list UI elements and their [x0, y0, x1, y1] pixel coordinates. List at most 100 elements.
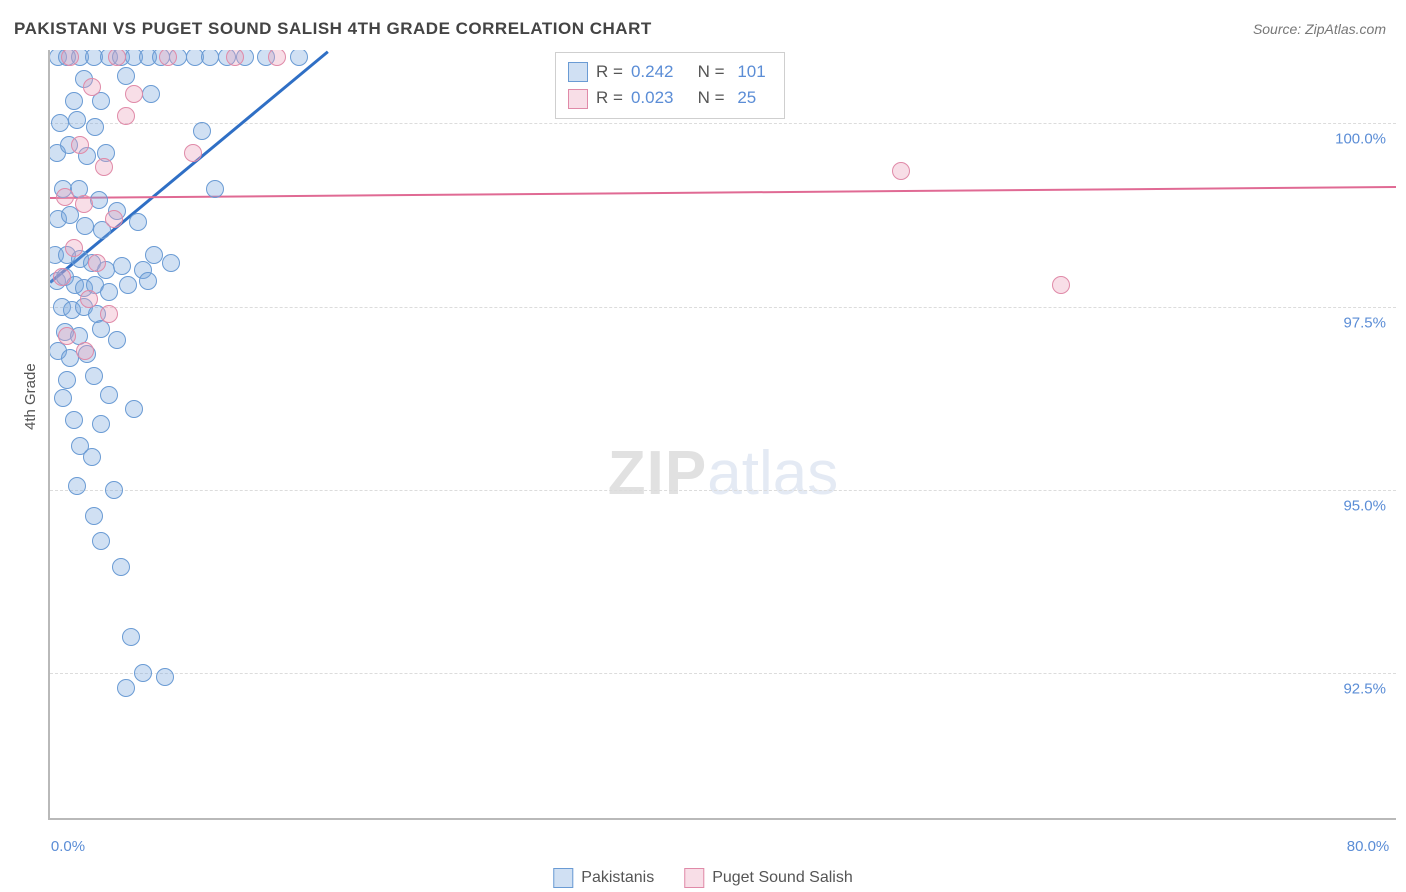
- data-point: [51, 114, 69, 132]
- data-point: [58, 327, 76, 345]
- chart-header: PAKISTANI VS PUGET SOUND SALISH 4TH GRAD…: [0, 0, 1406, 46]
- chart-title: PAKISTANI VS PUGET SOUND SALISH 4TH GRAD…: [14, 19, 652, 39]
- data-point: [71, 136, 89, 154]
- n-label: N =: [693, 85, 725, 111]
- legend-swatch: [553, 868, 573, 888]
- plot-container: ZIPatlas 92.5% 95.0% 97.5% 100.0% R = 0.242 N…: [48, 50, 1396, 820]
- r-label: R =: [596, 59, 623, 85]
- data-point: [95, 158, 113, 176]
- x-tick: [1061, 818, 1063, 820]
- data-point: [113, 257, 131, 275]
- data-point: [90, 191, 108, 209]
- data-point: [68, 477, 86, 495]
- gridline-h: [50, 673, 1396, 674]
- data-point: [65, 239, 83, 257]
- watermark-atlas: atlas: [707, 439, 838, 508]
- data-point: [201, 50, 219, 66]
- data-point: [83, 448, 101, 466]
- data-point: [142, 85, 160, 103]
- x-tick: [387, 818, 389, 820]
- x-tick: [556, 818, 558, 820]
- bottom-legend-item: Pakistanis: [553, 868, 654, 888]
- data-point: [1052, 276, 1070, 294]
- data-point: [162, 254, 180, 272]
- data-point: [125, 85, 143, 103]
- watermark-zip: ZIP: [608, 439, 707, 508]
- y-tick-label: 95.0%: [1343, 498, 1386, 515]
- stats-legend-row: R = 0.023 N = 25: [568, 85, 766, 111]
- data-point: [58, 371, 76, 389]
- gridline-h: [50, 307, 1396, 308]
- data-point: [105, 210, 123, 228]
- data-point: [206, 180, 224, 198]
- data-point: [54, 389, 72, 407]
- data-point: [75, 195, 93, 213]
- y-tick-label: 97.5%: [1343, 314, 1386, 331]
- stats-legend-row: R =0.242 N = 101: [568, 59, 766, 85]
- data-point: [83, 78, 101, 96]
- y-tick-label: 92.5%: [1343, 681, 1386, 698]
- data-point: [122, 628, 140, 646]
- data-point: [76, 217, 94, 235]
- data-point: [129, 213, 147, 231]
- data-point: [85, 367, 103, 385]
- data-point: [68, 111, 86, 129]
- data-point: [145, 246, 163, 264]
- data-point: [290, 50, 308, 66]
- r-label: R =: [596, 85, 623, 111]
- n-value: 101: [733, 59, 766, 85]
- data-point: [100, 283, 118, 301]
- bottom-legend-item: Puget Sound Salish: [684, 868, 853, 888]
- data-point: [92, 532, 110, 550]
- data-point: [86, 118, 104, 136]
- r-value: 0.023: [631, 85, 685, 111]
- data-point: [76, 342, 94, 360]
- bottom-legend: Pakistanis Puget Sound Salish: [553, 868, 852, 888]
- r-value: 0.242: [631, 59, 685, 85]
- n-value: 25: [733, 85, 757, 111]
- trendline: [50, 186, 1396, 199]
- data-point: [65, 92, 83, 110]
- gridline-h: [50, 123, 1396, 124]
- data-point: [100, 386, 118, 404]
- data-point: [156, 668, 174, 686]
- y-axis-title: 4th Grade: [22, 363, 39, 430]
- data-point: [117, 679, 135, 697]
- stats-legend: R = 0.242 N = 101R = 0.023 N = 25: [555, 52, 785, 119]
- plot-area: ZIPatlas 92.5% 95.0% 97.5% 100.0% R = 0.242 N…: [48, 50, 1396, 820]
- data-point: [108, 331, 126, 349]
- data-point: [65, 411, 83, 429]
- data-point: [85, 507, 103, 525]
- data-point: [117, 67, 135, 85]
- data-point: [117, 107, 135, 125]
- data-point: [80, 290, 98, 308]
- data-point: [92, 415, 110, 433]
- legend-swatch: [568, 62, 588, 82]
- gridline-h: [50, 490, 1396, 491]
- data-point: [105, 481, 123, 499]
- x-tick: [219, 818, 221, 820]
- data-point: [193, 122, 211, 140]
- y-tick-label: 100.0%: [1335, 131, 1386, 148]
- data-point: [134, 664, 152, 682]
- x-tick: [1230, 818, 1232, 820]
- legend-swatch: [568, 89, 588, 109]
- x-tick-label: 80.0%: [1347, 838, 1390, 855]
- legend-label: Pakistanis: [581, 869, 654, 887]
- data-point: [892, 162, 910, 180]
- data-point: [184, 144, 202, 162]
- data-point: [139, 272, 157, 290]
- data-point: [100, 305, 118, 323]
- data-point: [268, 50, 286, 66]
- data-point: [56, 188, 74, 206]
- x-tick-label: 0.0%: [51, 838, 85, 855]
- source-attribution: Source: ZipAtlas.com: [1253, 21, 1386, 37]
- x-tick: [50, 818, 52, 820]
- data-point: [125, 400, 143, 418]
- x-tick: [893, 818, 895, 820]
- data-point: [119, 276, 137, 294]
- legend-label: Puget Sound Salish: [712, 869, 853, 887]
- legend-swatch: [684, 868, 704, 888]
- watermark: ZIPatlas: [608, 438, 838, 509]
- data-point: [53, 268, 71, 286]
